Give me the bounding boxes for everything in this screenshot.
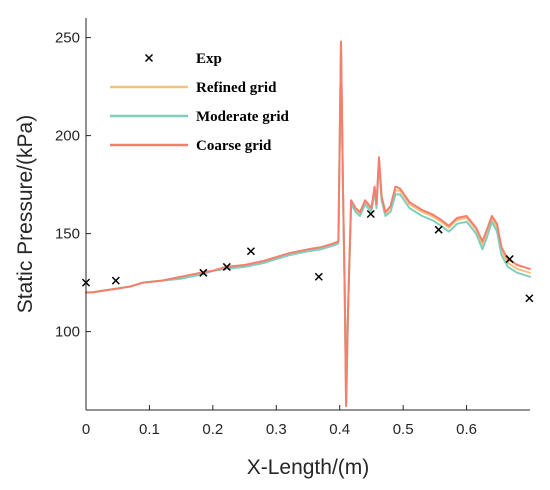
data-point-exp-5	[314, 272, 323, 281]
y-ticks: 100 150 200 250	[55, 30, 91, 341]
legend-item-refined-grid: Refined grid	[110, 80, 277, 96]
series-line-coarse-grid	[85, 40, 531, 408]
y-tick-label: 100	[55, 324, 80, 341]
x-tick-label: 0.3	[266, 421, 287, 438]
x-axis-label: X-Length/(m)	[247, 456, 370, 479]
data-point-exp-1	[111, 276, 120, 285]
legend-label: Moderate grid	[196, 109, 290, 125]
data-point-exp-7	[434, 225, 443, 234]
x-tick-label: 0.5	[393, 421, 414, 438]
x-tick-label: 0.1	[139, 421, 160, 438]
legend-item-exp: Exp	[144, 51, 222, 67]
legend-label: Coarse grid	[196, 138, 272, 154]
x-ticks: 0 0.1 0.2 0.3 0.4 0.5 0.6	[82, 405, 477, 438]
data-point-exp-8	[505, 255, 514, 264]
plot-area	[86, 18, 530, 410]
legend-label: Exp	[196, 51, 222, 67]
y-tick-label: 200	[55, 128, 80, 145]
x-tick-label: 0	[82, 421, 90, 438]
legend-item-moderate-grid: Moderate grid	[110, 109, 290, 125]
legend-label: Refined grid	[196, 80, 277, 96]
data-point-exp-9	[525, 294, 534, 303]
x-tick-label: 0.2	[202, 421, 223, 438]
y-tick-label: 150	[55, 226, 80, 243]
axes-layer	[85, 18, 530, 411]
data-point-exp-3	[222, 262, 231, 271]
y-axis-label: Static Pressure/(kPa)	[14, 115, 37, 313]
x-tick-label: 0.6	[456, 421, 477, 438]
data-point-exp-6	[366, 209, 375, 219]
series-layer	[85, 40, 531, 408]
data-point-exp-4	[246, 247, 255, 256]
data-point-exp-2	[199, 268, 208, 277]
marker-layer	[81, 209, 534, 303]
x-tick-label: 0.4	[329, 421, 350, 438]
legend-item-coarse-grid: Coarse grid	[110, 138, 272, 154]
legend: Exp Refined grid Moderate grid Coarse grid	[110, 51, 290, 154]
y-tick-label: 250	[55, 30, 80, 47]
